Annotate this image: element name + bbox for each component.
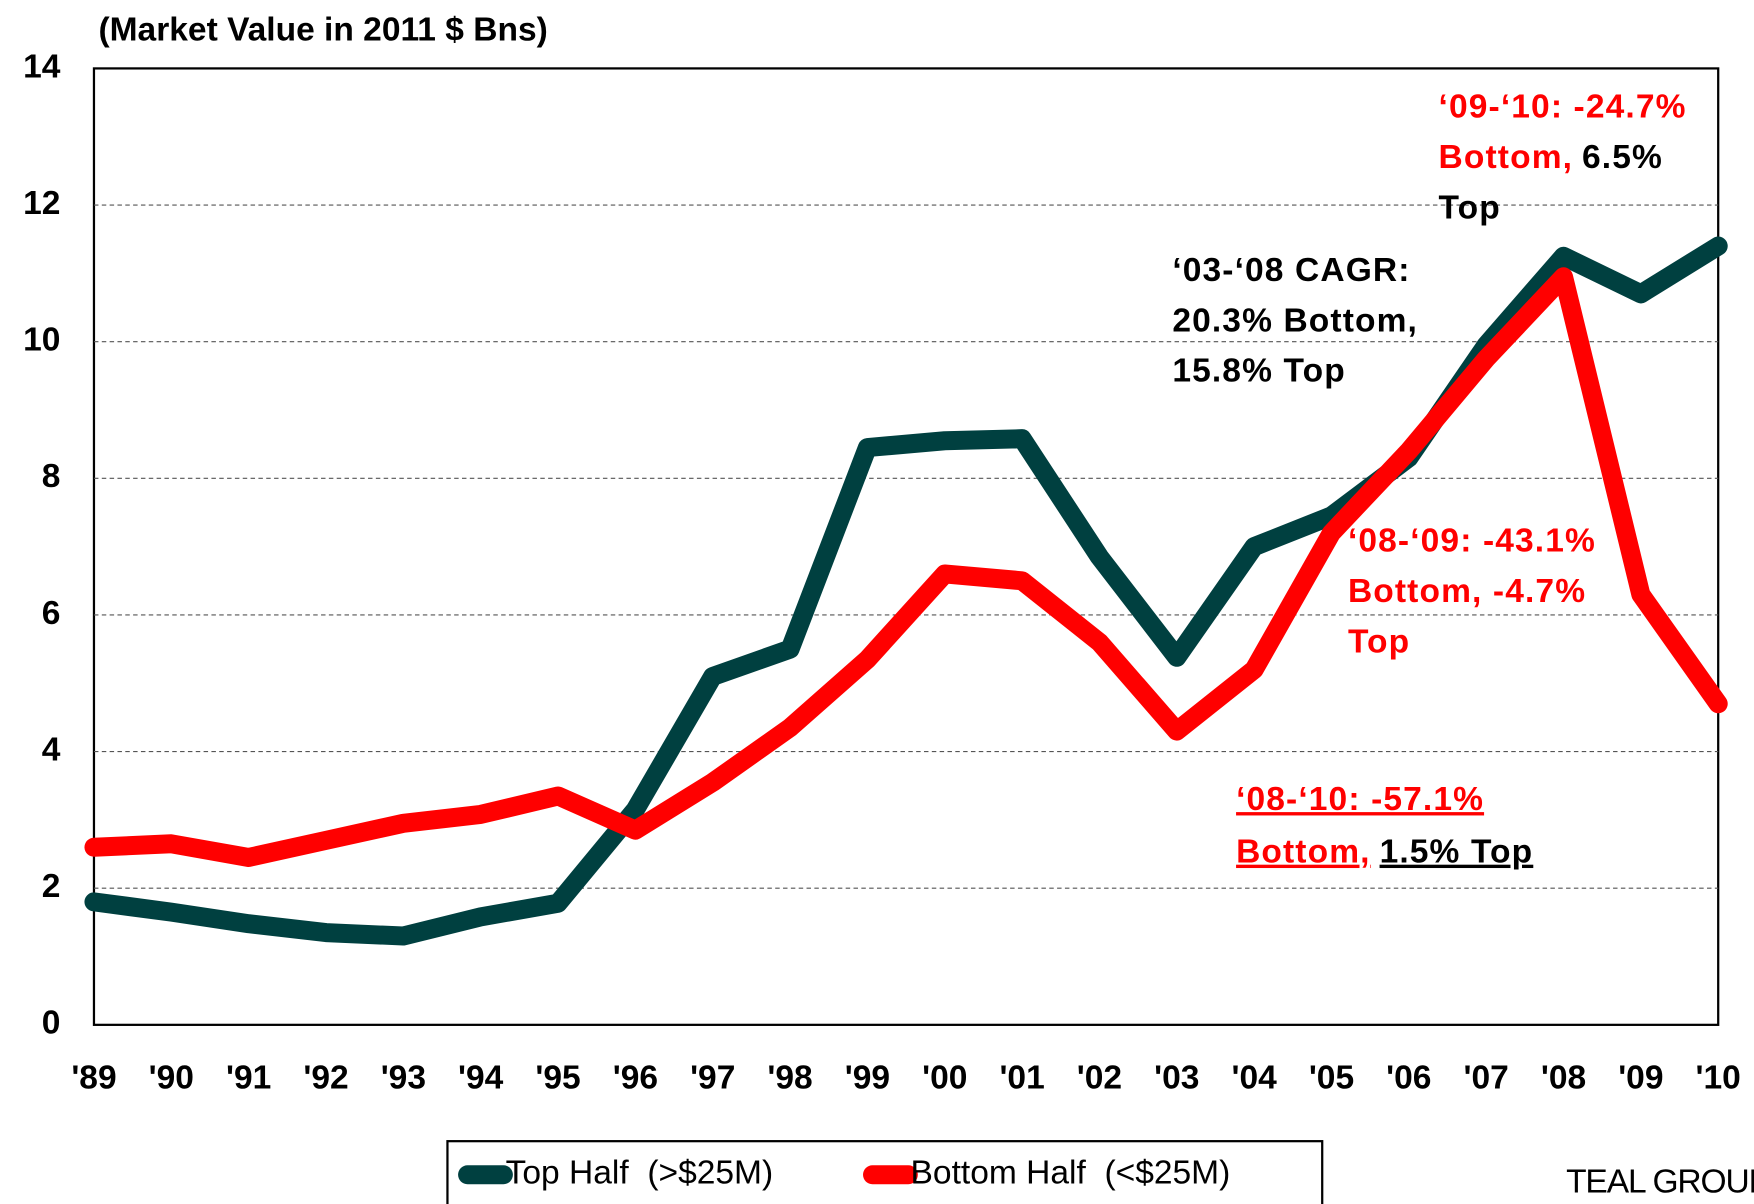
legend-box <box>446 1140 1324 1204</box>
x-tick-label: '94 <box>458 1060 504 1097</box>
annotation-text: ‘08-‘10: -57.1% <box>1236 781 1484 818</box>
annotation-text: Top <box>1439 189 1501 226</box>
x-tick-label: '10 <box>1696 1060 1741 1097</box>
y-tick-label: 14 <box>23 48 61 85</box>
series-line <box>84 267 1728 867</box>
annotation-text: 15.8% Top <box>1172 353 1346 390</box>
y-tick-label: 0 <box>42 1005 61 1042</box>
x-tick-label: '99 <box>845 1060 890 1097</box>
annotation-text: ‘09-‘10: -24.7% <box>1439 89 1687 126</box>
x-tick-label: '04 <box>1231 1060 1277 1097</box>
x-tick-label: '07 <box>1464 1060 1509 1097</box>
y-tick-label: 10 <box>23 322 60 359</box>
x-tick-label: '90 <box>149 1060 194 1097</box>
x-tick-label: '96 <box>613 1060 658 1097</box>
annotation: ‘08-‘10: -57.1% <box>1236 781 1484 818</box>
annotation: Top <box>1348 623 1410 660</box>
annotation-text: ‘03-‘08 CAGR: <box>1172 252 1410 289</box>
y-tick-label: 8 <box>42 458 61 495</box>
annotation-text: Bottom, <box>1439 139 1574 176</box>
annotation-text: 20.3% Bottom, <box>1172 302 1418 339</box>
x-tick-label: '97 <box>690 1060 735 1097</box>
y-tick-label: 2 <box>42 868 61 905</box>
annotation: ‘09-‘10: -24.7% <box>1439 89 1687 126</box>
axis-title: (Market Value in 2011 $ Bns) <box>98 11 547 48</box>
x-tick-label: '08 <box>1541 1060 1586 1097</box>
annotation-text: 1.5% Top <box>1380 834 1534 871</box>
annotation: ‘08-‘09: -43.1% <box>1348 523 1596 560</box>
annotation-text: Bottom, -4.7% <box>1348 573 1586 610</box>
plot-frame <box>92 67 1720 1026</box>
x-tick-label: '93 <box>381 1060 426 1097</box>
annotation: Bottom, 1.5% Top <box>1236 834 1533 871</box>
annotation: ‘03-‘08 CAGR: <box>1172 252 1410 289</box>
annotation: Bottom, -4.7% <box>1348 573 1586 610</box>
x-tick-label: '92 <box>303 1060 348 1097</box>
legend-label: Bottom Half (<$25M) <box>911 1155 1231 1192</box>
annotation-text: 6.5% <box>1582 139 1663 176</box>
source-logo: TEAL GROUP <box>1566 1164 1754 1201</box>
x-tick-label: '00 <box>922 1060 967 1097</box>
annotation: 15.8% Top <box>1172 353 1346 390</box>
annotation: 20.3% Bottom, <box>1172 302 1418 339</box>
annotation-text: Bottom, <box>1236 834 1371 871</box>
annotation-text: Top <box>1348 623 1410 660</box>
y-tick-label: 4 <box>42 731 61 768</box>
x-tick-label: '05 <box>1309 1060 1354 1097</box>
x-tick-label: '06 <box>1386 1060 1431 1097</box>
y-tick-label: 12 <box>23 185 60 222</box>
annotation: Top <box>1439 189 1501 226</box>
x-tick-label: '02 <box>1077 1060 1122 1097</box>
x-tick-label: '91 <box>226 1060 271 1097</box>
x-tick-label: '09 <box>1618 1060 1663 1097</box>
x-tick-label: '01 <box>999 1060 1044 1097</box>
y-tick-label: 6 <box>42 595 61 632</box>
legend-label: Top Half (>$25M) <box>506 1155 774 1192</box>
x-tick-label: '98 <box>767 1060 812 1097</box>
x-tick-label: '95 <box>535 1060 580 1097</box>
x-tick-label: '03 <box>1154 1060 1199 1097</box>
annotation: Bottom, 6.5% <box>1439 139 1663 176</box>
annotation-text: ‘08-‘09: -43.1% <box>1348 523 1596 560</box>
x-tick-label: '89 <box>71 1060 116 1097</box>
